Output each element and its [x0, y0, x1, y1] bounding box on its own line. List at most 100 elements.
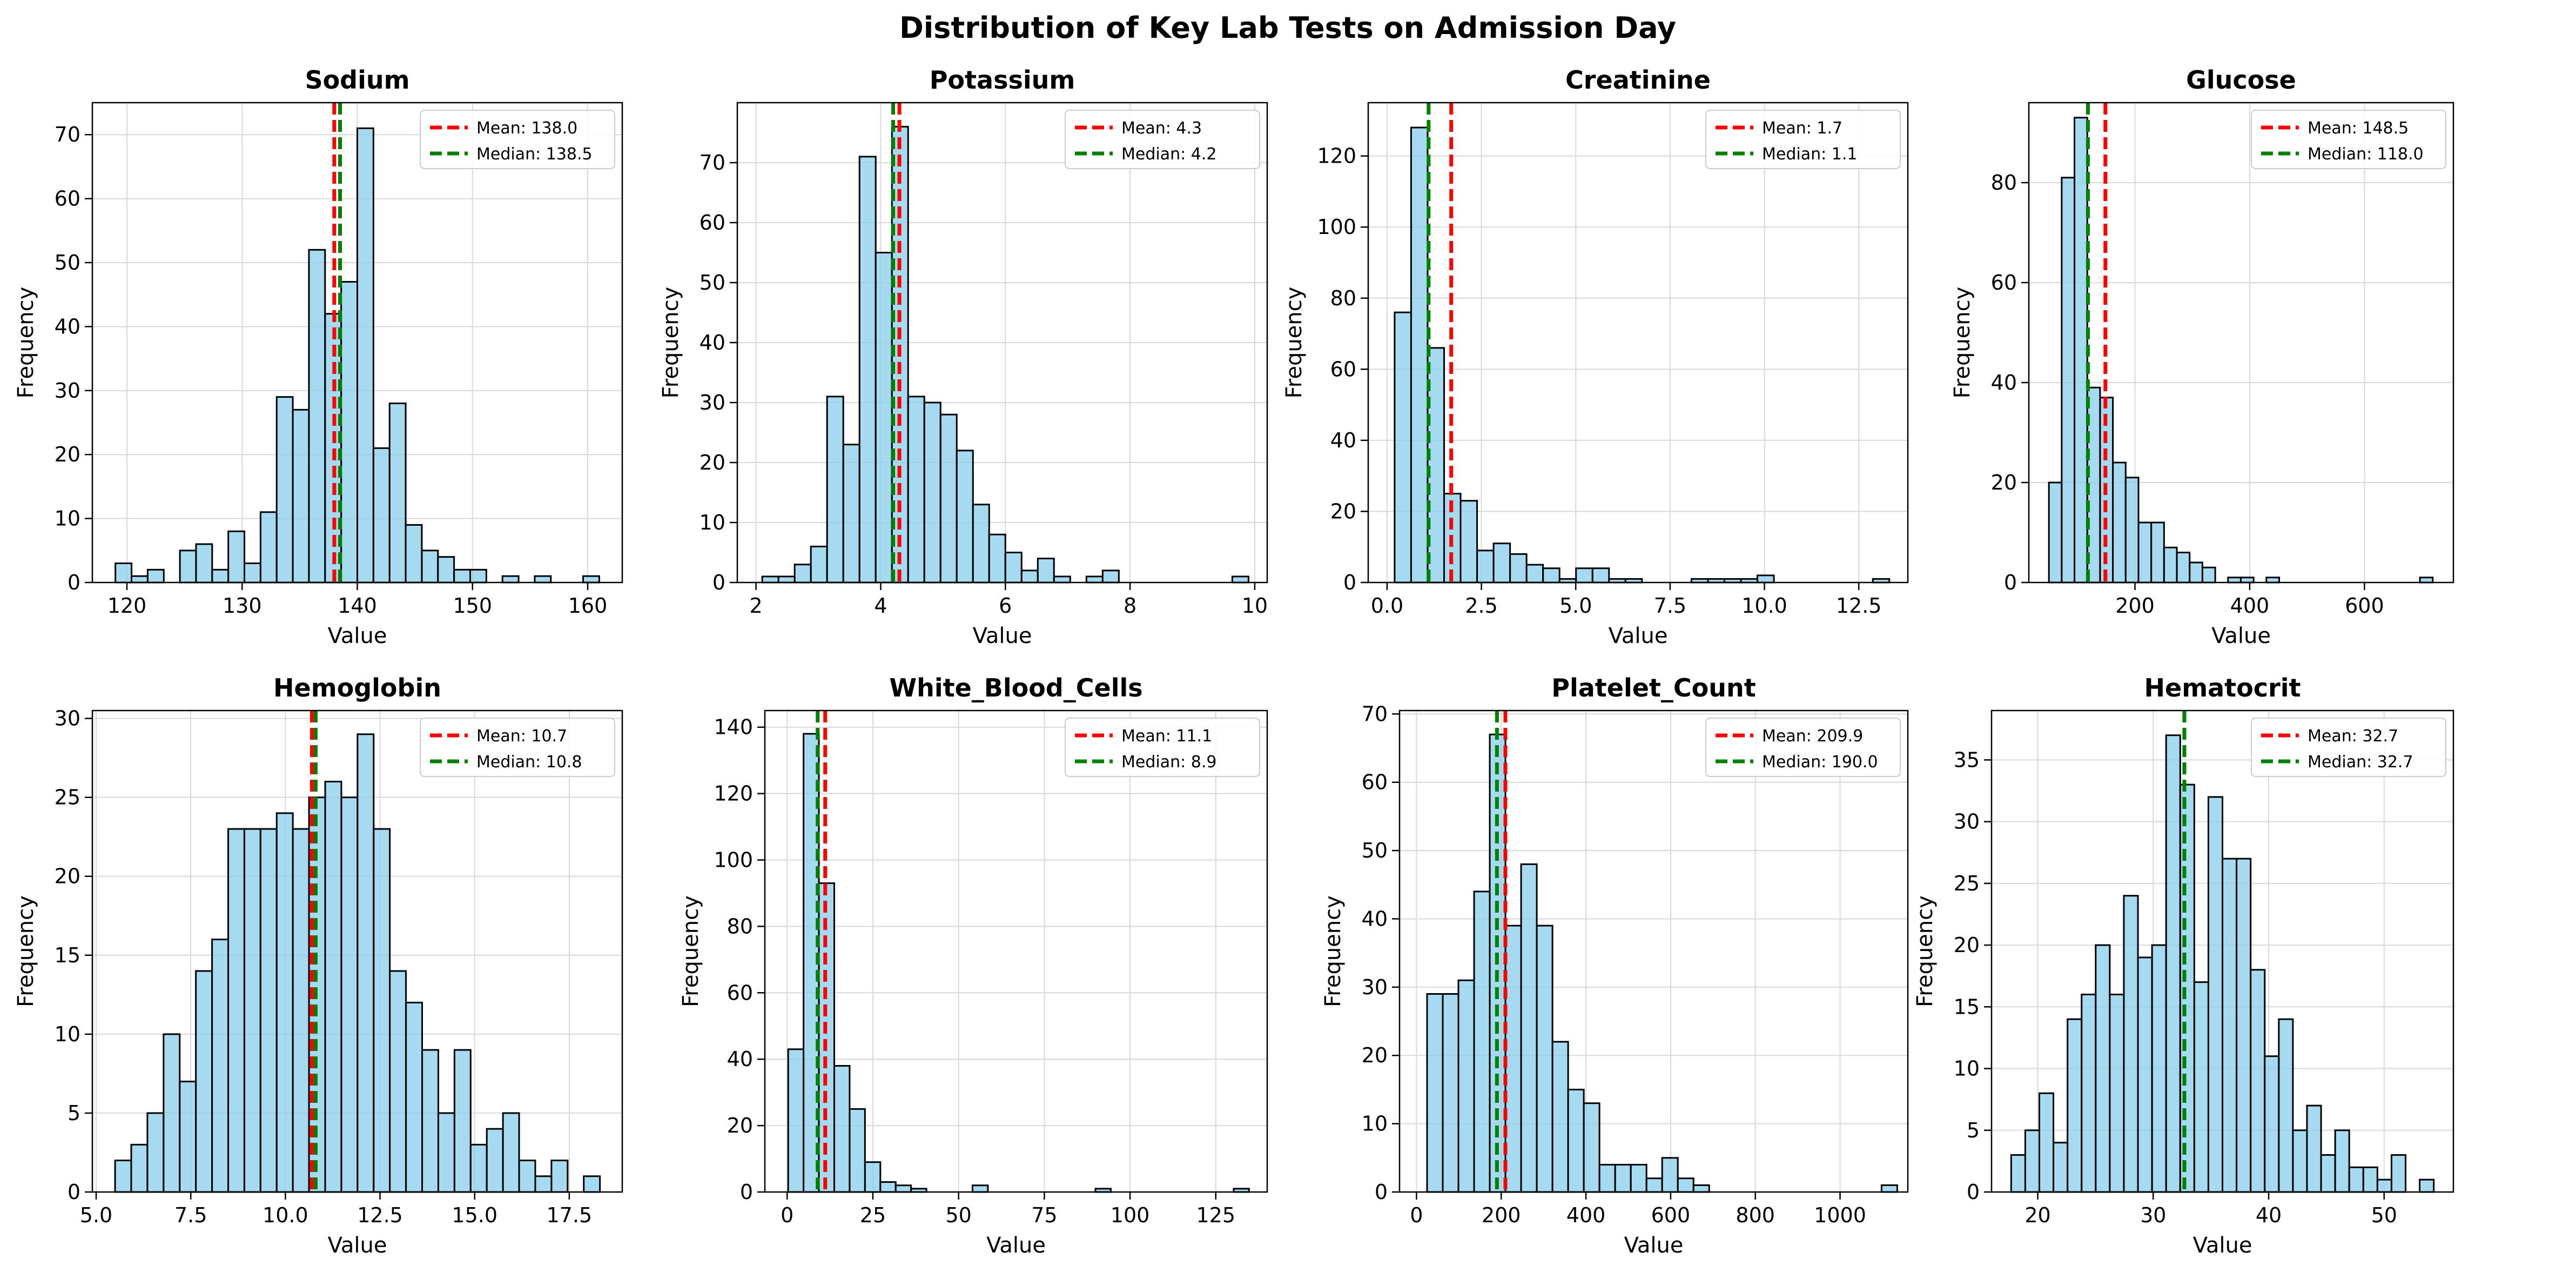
chart-title: Hemoglobin	[273, 673, 441, 702]
legend-median-label: Median: 138.5	[476, 145, 593, 164]
axes-frame	[1398, 709, 1909, 1193]
legend-box	[420, 110, 615, 169]
histogram-bar	[115, 562, 133, 584]
histogram-bar	[761, 575, 779, 584]
legend-mean-label: Mean: 138.0	[476, 119, 577, 138]
histogram-bar	[1575, 567, 1593, 584]
y-tick-label: 100	[714, 848, 753, 872]
y-tick-label: 80	[727, 914, 753, 938]
histogram-bar	[2150, 521, 2165, 584]
histogram-bar	[534, 575, 552, 584]
y-tick-label: 140	[714, 715, 753, 739]
axes-frame	[2028, 102, 2454, 584]
legend-median-label: Median: 1.1	[1762, 145, 1857, 164]
x-tick-label: 40	[2256, 1203, 2282, 1227]
histogram-bar	[2236, 858, 2252, 1193]
histogram-bar	[1692, 1184, 1710, 1193]
histogram-bar	[2053, 1142, 2069, 1193]
histogram-bar	[2024, 1129, 2040, 1193]
y-tick-label: 10	[55, 1022, 80, 1046]
y-tick-label: 60	[55, 187, 80, 211]
histogram-bar	[2390, 1154, 2407, 1193]
x-axis-label: Value	[328, 1233, 387, 1258]
legend-box	[1065, 110, 1260, 169]
y-axis-label: Frequency	[678, 895, 703, 1007]
histogram-bar	[2376, 1178, 2392, 1193]
histogram-bar	[2176, 552, 2191, 584]
y-tick-label: 10	[1954, 1057, 1980, 1081]
histogram-bar	[179, 550, 197, 584]
histogram-bar	[1614, 1163, 1632, 1193]
histogram-bar	[2112, 461, 2127, 584]
histogram-bar	[1677, 1177, 1694, 1193]
y-tick-label: 40	[700, 331, 725, 354]
histogram-bar	[1101, 570, 1120, 584]
histogram-bar	[1473, 890, 1491, 1193]
histogram-bar	[243, 828, 261, 1193]
histogram-bar	[1583, 1102, 1600, 1193]
y-axis-label: Frequency	[14, 895, 38, 1007]
histogram-bar	[2081, 993, 2097, 1193]
x-axis-label: Value	[973, 624, 1032, 648]
y-tick-label: 50	[55, 251, 80, 274]
histogram-bar	[2419, 577, 2434, 584]
y-tick-label: 15	[1954, 995, 1980, 1019]
y-tick-label: 0	[2004, 571, 2017, 594]
histogram-bar	[818, 882, 835, 1193]
histogram-bar	[146, 568, 165, 584]
y-tick-label: 60	[727, 981, 753, 1005]
histogram-bar	[259, 828, 278, 1193]
legend-median-label: Median: 118.0	[2308, 145, 2424, 164]
y-tick-label: 35	[1954, 748, 1980, 772]
histogram-bar	[2179, 784, 2195, 1193]
histogram-bar	[340, 796, 359, 1193]
histogram-bar	[923, 401, 941, 584]
x-axis-label: Value	[2193, 1233, 2252, 1258]
histogram-bar	[1598, 1163, 1616, 1193]
histogram-bar	[1504, 925, 1522, 1193]
histogram-bar	[2163, 546, 2178, 584]
histogram-bar	[357, 733, 375, 1193]
x-tick-label: 10	[1242, 594, 1268, 618]
histogram-bar	[793, 564, 812, 584]
histogram-bar	[1520, 863, 1538, 1193]
y-tick-label: 0	[1375, 1180, 1388, 1204]
histogram-bar	[907, 396, 925, 584]
x-tick-label: 6	[999, 594, 1012, 618]
histogram-bar	[1394, 311, 1412, 584]
y-tick-label: 20	[1991, 471, 2017, 494]
histogram-bar	[810, 545, 828, 584]
histogram-bar	[2239, 577, 2255, 584]
y-axis-label: Frequency	[1913, 895, 1938, 1007]
histogram-bar	[1536, 925, 1553, 1193]
x-tick-label: 125	[1196, 1203, 1236, 1227]
histogram-bar	[894, 1184, 912, 1193]
histogram-bar	[1551, 1041, 1569, 1193]
chart-panel: 120 130 140 150 160 0 10 20 30 40 50 60 70 Sodium Valu…	[14, 65, 623, 648]
histogram-bar	[1591, 567, 1610, 584]
figure-title: Distribution of Key Lab Tests on Admissi…	[899, 11, 1676, 45]
histogram-bar	[1525, 564, 1544, 584]
chart-panel: 0 25 50 75 100 125 0 20 40 60 80 100 120 140 White_Blo…	[678, 673, 1268, 1258]
histogram-bar	[227, 530, 246, 584]
x-tick-label: 5.0	[80, 1203, 112, 1227]
histogram-bar	[405, 524, 423, 584]
histogram-bar	[956, 450, 974, 584]
histogram-bar	[453, 1049, 472, 1193]
x-tick-label: 800	[1736, 1203, 1775, 1227]
histogram-bar	[518, 1160, 536, 1193]
y-tick-label: 20	[1330, 499, 1356, 523]
y-tick-label: 60	[1330, 357, 1356, 381]
histogram-bar	[1542, 567, 1561, 584]
y-tick-label: 30	[1362, 975, 1388, 999]
y-tick-label: 50	[700, 271, 725, 294]
chart-title: White_Blood_Cells	[889, 673, 1142, 702]
y-tick-label: 40	[727, 1047, 753, 1071]
x-tick-label: 10.0	[1741, 594, 1787, 618]
x-tick-label: 20	[2025, 1203, 2050, 1227]
histogram-bar	[971, 1184, 989, 1193]
y-tick-label: 20	[700, 451, 725, 474]
histogram-bar	[1509, 553, 1528, 584]
y-tick-label: 120	[1317, 144, 1356, 168]
x-axis-label: Value	[986, 1233, 1046, 1258]
